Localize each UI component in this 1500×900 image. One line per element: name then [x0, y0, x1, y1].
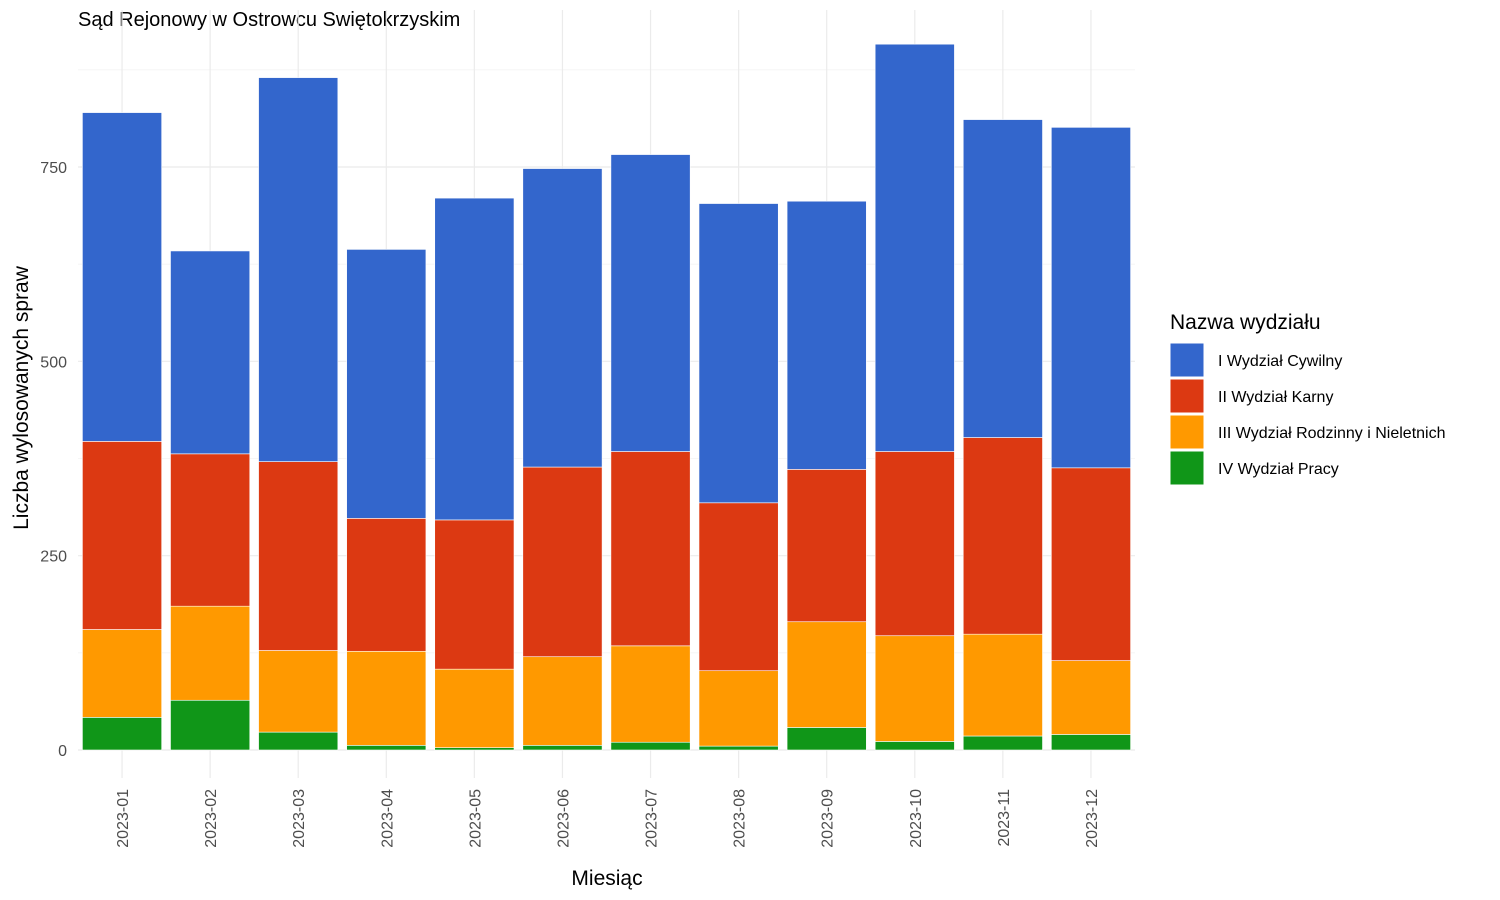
legend-label: II Wydział Karny [1218, 389, 1333, 406]
bar-segment [1051, 127, 1131, 469]
legend-label: I Wydział Cywilny [1218, 353, 1342, 370]
legend-swatch [1169, 378, 1205, 414]
bar-segment [346, 518, 427, 652]
bar-segment [962, 437, 1043, 635]
x-tick-label: 2023-08 [732, 789, 749, 848]
bar-segment [434, 519, 515, 670]
y-axis-title: Liczba wylosowanych spraw [10, 265, 33, 530]
bar-segment [346, 650, 427, 746]
chart-title: Sąd Rejonowy w Ostrowcu Swiętokrzyskim [78, 9, 460, 31]
legend: Nazwa wydziału I Wydział Cywilny II Wydzi… [1169, 311, 1446, 486]
bar-segment [1051, 660, 1131, 735]
bar-segment [610, 154, 691, 452]
bar-segment [82, 629, 162, 718]
y-axis-ticks: 0 250 500 750 [40, 160, 67, 760]
bar-segment [786, 727, 867, 751]
bar-segment [698, 745, 779, 751]
y-tick-label: 250 [40, 549, 67, 566]
bar-segment [170, 699, 251, 751]
bar-segment [170, 605, 251, 701]
x-tick-label: 2023-09 [820, 789, 837, 848]
bar-segment [346, 745, 427, 751]
bar-segment [786, 621, 867, 728]
bar-segment [1051, 467, 1131, 661]
legend-label: III Wydział Rodzinny i Nieletnich [1218, 425, 1446, 442]
bar-segment [522, 656, 603, 746]
bar-segment [786, 469, 867, 623]
bar-segment [610, 741, 691, 751]
bar-segment [346, 249, 427, 519]
bar-segment [962, 735, 1043, 751]
x-tick-label: 2023-11 [996, 789, 1013, 847]
x-tick-label: 2023-03 [291, 789, 308, 848]
bar-segment [82, 717, 162, 751]
legend-swatch [1169, 342, 1205, 378]
x-tick-label: 2023-01 [115, 789, 132, 848]
bar-segment [434, 197, 515, 521]
x-tick-label: 2023-10 [908, 789, 925, 848]
bar-segment [874, 635, 955, 742]
y-tick-label: 750 [40, 160, 67, 177]
x-tick-label: 2023-05 [467, 789, 484, 848]
y-tick-label: 0 [58, 743, 67, 760]
bar-segment [1051, 734, 1131, 751]
bar-segment [874, 741, 955, 751]
bar-segment [698, 670, 779, 747]
x-axis-ticks: 2023-01 2023-02 2023-03 2023-04 2023-05 2023-… [115, 789, 1101, 848]
bar-segment [698, 502, 779, 672]
legend-swatch [1169, 414, 1205, 450]
bar-segment [258, 731, 339, 751]
bar-segment [874, 451, 955, 637]
x-tick-label: 2023-06 [555, 789, 572, 848]
y-tick-label: 500 [40, 354, 67, 371]
bar-segment [434, 668, 515, 748]
bar-segment [82, 441, 162, 630]
x-tick-label: 2023-02 [203, 789, 220, 848]
bar-segment [522, 466, 603, 658]
bar-segment [874, 43, 955, 452]
legend-title: Nazwa wydziału [1170, 311, 1321, 334]
bar-segment [434, 747, 515, 751]
bar-segment [786, 200, 867, 470]
bar-segment [522, 168, 603, 468]
bar-segment [258, 77, 339, 462]
bar-segment [698, 203, 779, 504]
bar-segment [610, 451, 691, 647]
bar-segment [610, 645, 691, 743]
x-tick-label: 2023-04 [379, 789, 396, 848]
bar-segment [82, 112, 162, 442]
bar-segment [258, 461, 339, 651]
x-tick-label: 2023-12 [1084, 789, 1101, 848]
bar-segment [962, 633, 1043, 737]
x-tick-label: 2023-07 [644, 789, 661, 848]
bar-segment [258, 650, 339, 733]
x-axis-title: Miesiąc [571, 867, 642, 890]
bars [82, 43, 1131, 751]
bar-segment [170, 453, 251, 607]
bar-segment [170, 250, 251, 455]
bar-segment [962, 119, 1043, 438]
bar-segment [522, 745, 603, 751]
legend-swatch [1169, 450, 1205, 486]
legend-label: IV Wydział Pracy [1218, 461, 1339, 478]
